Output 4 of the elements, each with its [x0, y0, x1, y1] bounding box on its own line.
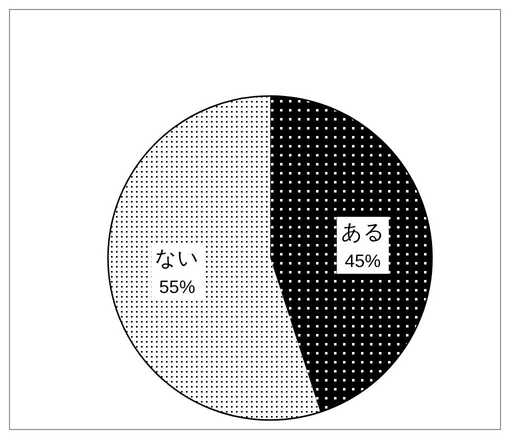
data-label: 45% [344, 250, 381, 271]
data-label: 55% [159, 277, 196, 298]
slice-label: ない [155, 246, 200, 270]
slice-label: ある [340, 220, 385, 244]
